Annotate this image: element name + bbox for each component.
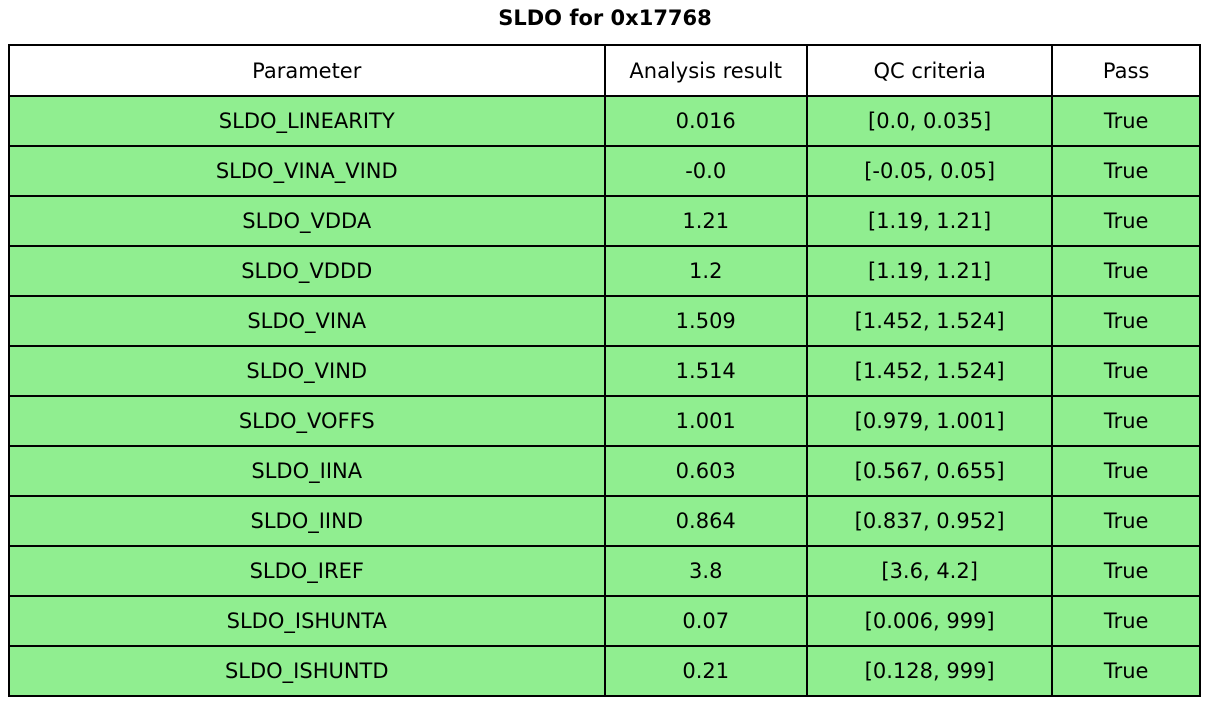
- cell-parameter: SLDO_ISHUNTA: [8, 595, 606, 647]
- cell-analysis-result: 1.21: [603, 195, 808, 247]
- cell-analysis-result: 1.514: [603, 345, 808, 397]
- cell-qc-criteria: [0.128, 999]: [805, 645, 1054, 697]
- cell-parameter: SLDO_VDDA: [8, 195, 606, 247]
- cell-analysis-result: 0.016: [603, 95, 808, 147]
- cell-pass: True: [1051, 245, 1201, 297]
- table-row: SLDO_VDDD 1.2 [1.19, 1.21] True: [8, 245, 1201, 297]
- column-header-analysis-result: Analysis result: [603, 44, 808, 97]
- page-title: SLDO for 0x17768: [498, 6, 712, 30]
- cell-analysis-result: 1.001: [603, 395, 808, 447]
- cell-qc-criteria: [-0.05, 0.05]: [805, 145, 1054, 197]
- cell-qc-criteria: [3.6, 4.2]: [805, 545, 1054, 597]
- cell-parameter: SLDO_IREF: [8, 545, 606, 597]
- cell-parameter: SLDO_LINEARITY: [8, 95, 606, 147]
- cell-analysis-result: 1.509: [603, 295, 808, 347]
- cell-parameter: SLDO_IINA: [8, 445, 606, 497]
- header-row: Parameter Analysis result QC criteria Pa…: [8, 44, 1201, 97]
- cell-analysis-result: -0.0: [603, 145, 808, 197]
- cell-pass: True: [1051, 495, 1201, 547]
- cell-analysis-result: 0.603: [603, 445, 808, 497]
- cell-parameter: SLDO_ISHUNTD: [8, 645, 606, 697]
- cell-pass: True: [1051, 445, 1201, 497]
- table-body: SLDO_LINEARITY 0.016 [0.0, 0.035] True SLDO_…: [8, 95, 1201, 697]
- cell-pass: True: [1051, 295, 1201, 347]
- column-header-parameter: Parameter: [8, 44, 606, 97]
- cell-analysis-result: 3.8: [603, 545, 808, 597]
- cell-analysis-result: 1.2: [603, 245, 808, 297]
- table-row: SLDO_IREF 3.8 [3.6, 4.2] True: [8, 545, 1201, 597]
- table-row: SLDO_ISHUNTA 0.07 [0.006, 999] True: [8, 595, 1201, 647]
- cell-qc-criteria: [1.452, 1.524]: [805, 295, 1054, 347]
- table-row: SLDO_VINA 1.509 [1.452, 1.524] True: [8, 295, 1201, 347]
- table-header: Parameter Analysis result QC criteria Pa…: [8, 44, 1201, 97]
- table-row: SLDO_IIND 0.864 [0.837, 0.952] True: [8, 495, 1201, 547]
- qc-table: Parameter Analysis result QC criteria Pa…: [8, 44, 1201, 697]
- column-header-pass: Pass: [1051, 44, 1201, 97]
- cell-qc-criteria: [0.837, 0.952]: [805, 495, 1054, 547]
- table-row: SLDO_VDDA 1.21 [1.19, 1.21] True: [8, 195, 1201, 247]
- table-row: SLDO_VOFFS 1.001 [0.979, 1.001] True: [8, 395, 1201, 447]
- cell-parameter: SLDO_IIND: [8, 495, 606, 547]
- table-row: SLDO_VINA_VIND -0.0 [-0.05, 0.05] True: [8, 145, 1201, 197]
- cell-parameter: SLDO_VINA_VIND: [8, 145, 606, 197]
- cell-analysis-result: 0.07: [603, 595, 808, 647]
- cell-qc-criteria: [0.567, 0.655]: [805, 445, 1054, 497]
- cell-qc-criteria: [1.19, 1.21]: [805, 195, 1054, 247]
- cell-qc-criteria: [1.452, 1.524]: [805, 345, 1054, 397]
- cell-pass: True: [1051, 395, 1201, 447]
- cell-qc-criteria: [1.19, 1.21]: [805, 245, 1054, 297]
- cell-pass: True: [1051, 95, 1201, 147]
- cell-parameter: SLDO_VDDD: [8, 245, 606, 297]
- cell-parameter: SLDO_VIND: [8, 345, 606, 397]
- cell-qc-criteria: [0.0, 0.035]: [805, 95, 1054, 147]
- cell-qc-criteria: [0.006, 999]: [805, 595, 1054, 647]
- cell-pass: True: [1051, 545, 1201, 597]
- table-row: SLDO_ISHUNTD 0.21 [0.128, 999] True: [8, 645, 1201, 697]
- cell-parameter: SLDO_VINA: [8, 295, 606, 347]
- cell-pass: True: [1051, 145, 1201, 197]
- cell-parameter: SLDO_VOFFS: [8, 395, 606, 447]
- table-row: SLDO_IINA 0.603 [0.567, 0.655] True: [8, 445, 1201, 497]
- cell-analysis-result: 0.21: [603, 645, 808, 697]
- cell-qc-criteria: [0.979, 1.001]: [805, 395, 1054, 447]
- column-header-qc-criteria: QC criteria: [805, 44, 1054, 97]
- table-row: SLDO_VIND 1.514 [1.452, 1.524] True: [8, 345, 1201, 397]
- cell-pass: True: [1051, 345, 1201, 397]
- cell-analysis-result: 0.864: [603, 495, 808, 547]
- cell-pass: True: [1051, 195, 1201, 247]
- table-row: SLDO_LINEARITY 0.016 [0.0, 0.035] True: [8, 95, 1201, 147]
- cell-pass: True: [1051, 645, 1201, 697]
- cell-pass: True: [1051, 595, 1201, 647]
